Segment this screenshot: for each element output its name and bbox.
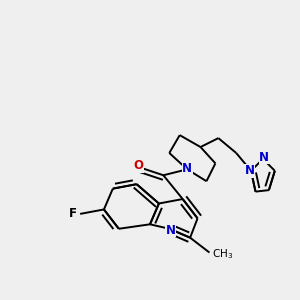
Text: N: N	[259, 151, 269, 164]
Text: N: N	[182, 162, 192, 175]
Text: N: N	[245, 164, 255, 177]
Text: F: F	[69, 207, 76, 220]
Text: O: O	[134, 159, 144, 172]
Text: N: N	[166, 224, 176, 237]
Text: CH$_3$: CH$_3$	[212, 247, 233, 261]
